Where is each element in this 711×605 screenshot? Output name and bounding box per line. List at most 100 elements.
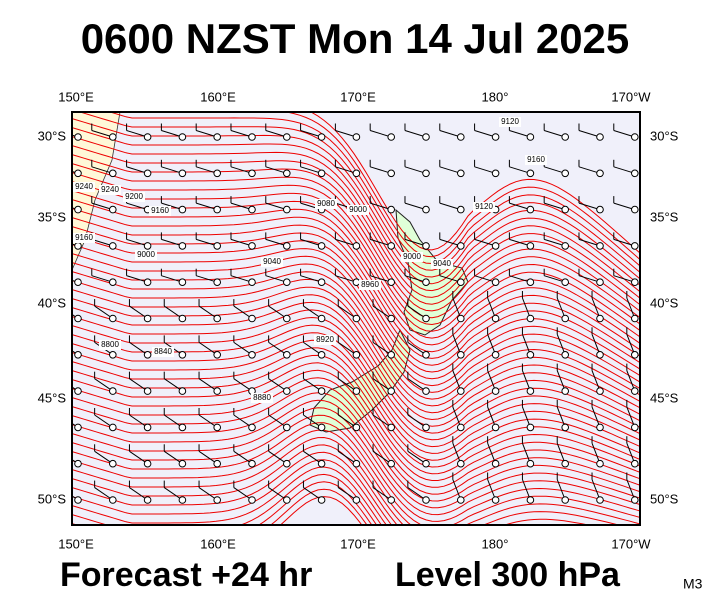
contour-label: 9120 (501, 117, 519, 126)
contour-line (72, 271, 640, 393)
station (561, 351, 570, 359)
station (143, 351, 152, 359)
station (178, 387, 187, 395)
station (561, 459, 570, 468)
lat-label: 40°S (38, 295, 67, 310)
contour-label-box (99, 340, 121, 350)
station (561, 205, 570, 214)
contour-label: 9240 (101, 185, 119, 194)
station (631, 496, 639, 504)
station (387, 423, 396, 432)
station (109, 169, 117, 178)
title: 0600 NZST Mon 14 Jul 2025 (81, 15, 630, 62)
station (457, 242, 465, 250)
station (491, 459, 500, 468)
contour-label-box (261, 257, 283, 267)
station (631, 133, 639, 141)
station (631, 278, 639, 287)
station (178, 169, 187, 178)
station (74, 205, 82, 214)
station (352, 133, 361, 141)
contour-line (72, 253, 640, 380)
contour-line (270, 488, 368, 525)
contour-line (72, 226, 640, 359)
contour-line (72, 444, 591, 525)
station (143, 387, 152, 395)
station (596, 278, 604, 287)
station (457, 169, 465, 178)
station (631, 242, 639, 250)
station (457, 278, 465, 287)
station (143, 459, 152, 468)
station (317, 169, 326, 178)
station (457, 496, 465, 504)
station (631, 459, 639, 468)
station (352, 459, 361, 468)
contour-line (72, 294, 640, 414)
station (74, 459, 82, 468)
lon-label: 170°E (340, 536, 376, 551)
contour-label: 8960 (361, 280, 379, 289)
station (74, 423, 82, 432)
contour-line (72, 377, 640, 488)
contour-line (72, 208, 640, 346)
lon-label: 170°W (611, 89, 651, 104)
station (352, 242, 361, 250)
station (109, 278, 117, 287)
station (596, 351, 604, 359)
station (143, 314, 152, 323)
contour-line (72, 127, 640, 286)
station (526, 169, 535, 178)
station (109, 351, 117, 359)
station (491, 496, 500, 504)
station (631, 314, 639, 323)
station (631, 387, 639, 395)
station (109, 314, 117, 323)
station (596, 423, 604, 432)
contour-line (283, 112, 640, 261)
station (352, 169, 361, 178)
station (596, 205, 604, 214)
lat-label: 50°S (38, 491, 67, 506)
station (387, 314, 396, 323)
contour-line (78, 112, 640, 274)
station (422, 351, 430, 359)
station (387, 242, 396, 250)
station (387, 496, 396, 504)
station (526, 314, 535, 323)
lon-label: 180° (482, 536, 509, 551)
station (74, 278, 82, 287)
station (74, 169, 82, 178)
station (143, 423, 152, 432)
contour-line (72, 286, 640, 407)
station (352, 496, 361, 504)
station (422, 242, 430, 250)
station (491, 169, 500, 178)
station (596, 496, 604, 504)
lon-label: 160°E (200, 536, 236, 551)
station (491, 351, 500, 359)
lon-label: 170°W (611, 536, 651, 551)
contour-label-box (251, 393, 273, 403)
station (109, 242, 117, 250)
lon-label: 180° (482, 89, 509, 104)
station (457, 387, 465, 395)
lon-label: 150°E (58, 536, 94, 551)
station (491, 423, 500, 432)
station (596, 242, 604, 250)
station (213, 496, 221, 504)
station (178, 314, 187, 323)
station (422, 205, 430, 214)
station (526, 387, 535, 395)
contour-label-box (473, 202, 495, 212)
station (422, 278, 430, 287)
lon-label: 160°E (200, 89, 236, 104)
lat-label: 50°S (650, 491, 679, 506)
station (248, 242, 256, 250)
lat-label: 30°S (38, 128, 67, 143)
station (248, 423, 256, 432)
station (213, 278, 221, 287)
station (317, 496, 326, 504)
contour-line (309, 112, 640, 254)
